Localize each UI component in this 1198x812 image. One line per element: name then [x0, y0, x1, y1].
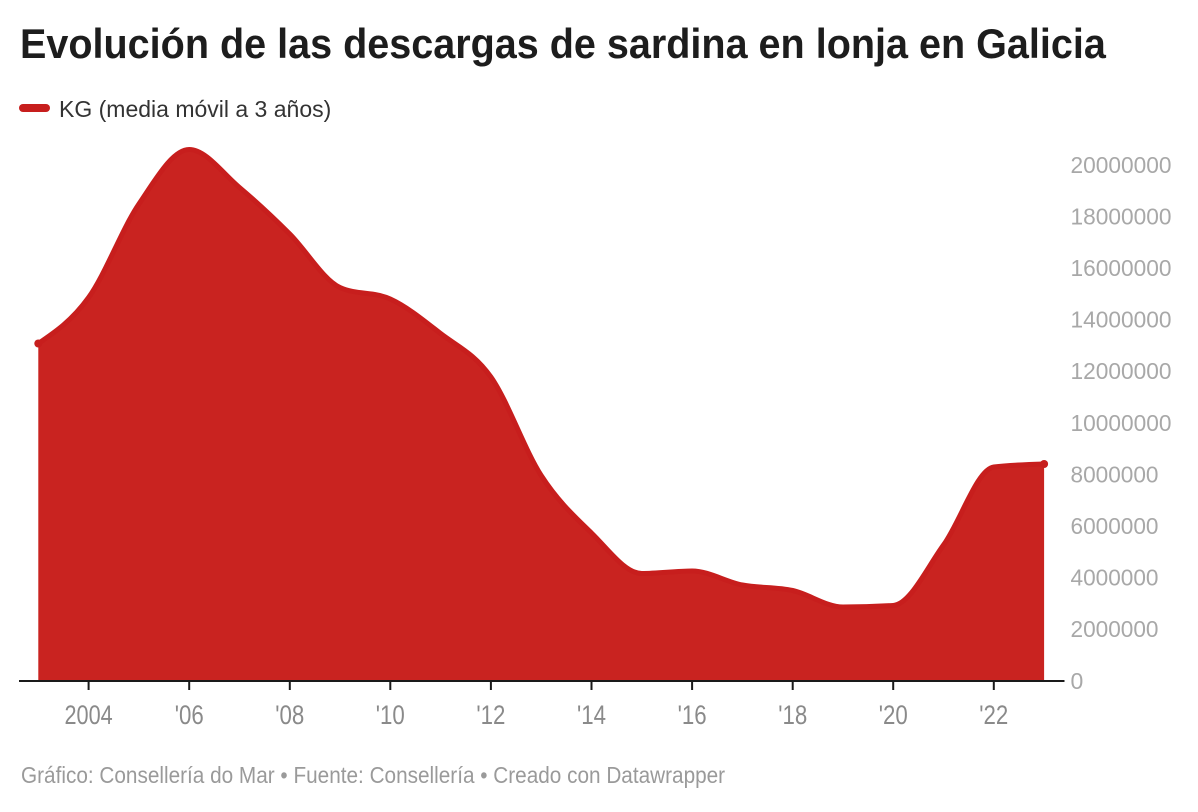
svg-text:'12: '12	[476, 700, 505, 730]
svg-text:2000000: 2000000	[1071, 616, 1159, 642]
svg-text:'16: '16	[678, 700, 707, 730]
svg-text:'08: '08	[275, 700, 304, 730]
svg-text:14000000: 14000000	[1071, 307, 1172, 333]
svg-text:18000000: 18000000	[1071, 203, 1172, 229]
svg-text:8000000: 8000000	[1071, 461, 1159, 487]
svg-text:10000000: 10000000	[1071, 410, 1172, 436]
svg-text:20000000: 20000000	[1071, 152, 1172, 178]
svg-text:12000000: 12000000	[1071, 358, 1172, 384]
svg-text:'14: '14	[577, 700, 606, 730]
svg-text:'20: '20	[879, 700, 908, 730]
svg-text:6000000: 6000000	[1071, 513, 1159, 539]
svg-text:'22: '22	[979, 700, 1008, 730]
svg-text:0: 0	[1071, 668, 1084, 694]
svg-text:4000000: 4000000	[1071, 565, 1159, 591]
svg-text:'18: '18	[778, 700, 807, 730]
svg-text:'06: '06	[175, 700, 204, 730]
svg-text:2004: 2004	[65, 700, 113, 730]
svg-text:16000000: 16000000	[1071, 255, 1172, 281]
svg-text:'10: '10	[376, 700, 405, 730]
